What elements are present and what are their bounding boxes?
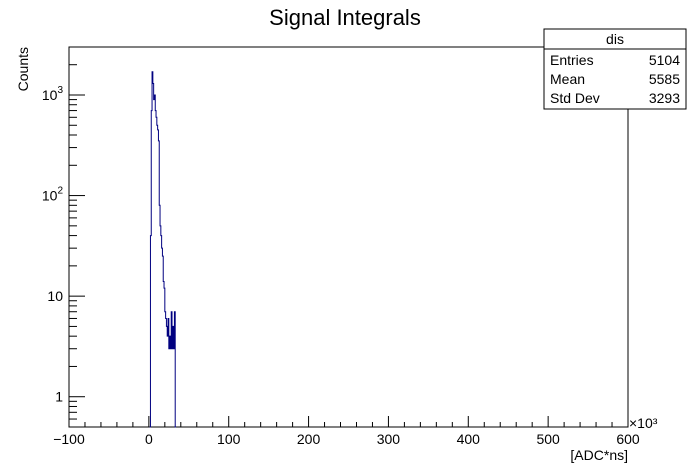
x-axis-ticks: −100 0 100 200 300 400 500 600 xyxy=(53,416,640,447)
stats-entries-label: Entries xyxy=(550,52,594,68)
x-tick-label: 400 xyxy=(457,431,481,447)
stats-entries-value: 5104 xyxy=(649,52,680,68)
y-tick-label: 10 xyxy=(47,288,63,304)
x-tick-label: 100 xyxy=(217,431,241,447)
x-tick-label: 300 xyxy=(377,431,401,447)
stats-stddev-label: Std Dev xyxy=(550,90,600,106)
x-axis-label: [ADC*ns] xyxy=(570,447,628,463)
x-tick-label: 200 xyxy=(297,431,321,447)
plot-frame xyxy=(68,46,629,428)
x-tick-label: 500 xyxy=(536,431,560,447)
y-axis-ticks: 1 10 102 103 xyxy=(42,46,85,428)
stats-legend-box: dis Entries 5104 Mean 5585 Std Dev 3293 xyxy=(543,28,687,110)
x-tick-label: 0 xyxy=(145,431,153,447)
stats-box-title: dis xyxy=(606,31,624,47)
y-tick-exponent: 3 xyxy=(57,85,63,96)
y-tick-exponent: 2 xyxy=(57,186,63,197)
histogram-series-dis xyxy=(149,71,177,428)
y-tick-label: 1 xyxy=(55,389,63,405)
stats-mean-label: Mean xyxy=(550,71,585,87)
y-tick-label: 102 xyxy=(42,186,64,204)
x-axis-multiplier: ×10³ xyxy=(629,415,658,431)
x-tick-label: −100 xyxy=(53,431,85,447)
chart-title: Signal Integrals xyxy=(269,5,421,30)
y-axis-label: Counts xyxy=(15,47,31,91)
stats-box-frame xyxy=(543,28,687,110)
stats-mean-value: 5585 xyxy=(649,71,680,87)
x-tick-label: 600 xyxy=(616,431,640,447)
y-tick-label: 103 xyxy=(42,85,64,103)
stats-stddev-value: 3293 xyxy=(649,90,680,106)
